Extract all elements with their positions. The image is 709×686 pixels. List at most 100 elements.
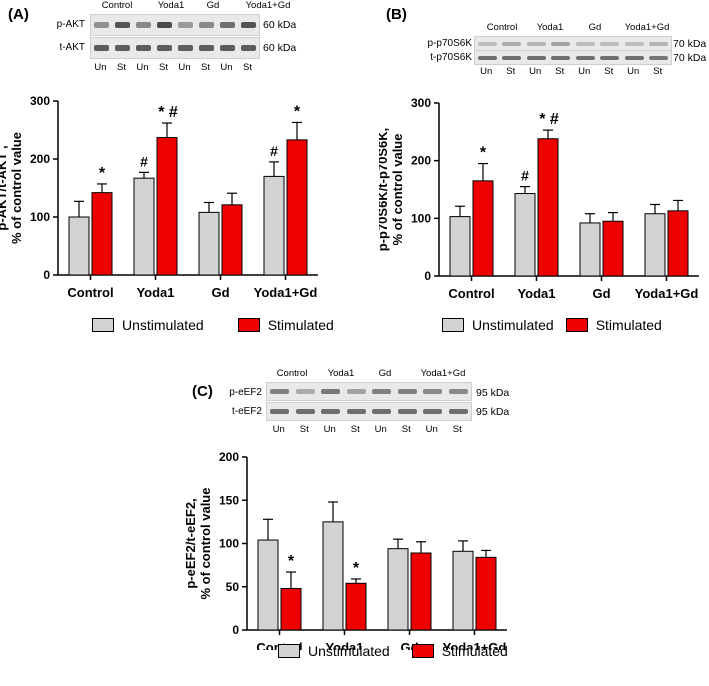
blot-band <box>551 41 571 46</box>
treatment-label: St <box>452 424 462 435</box>
significance-marker: * <box>480 145 487 162</box>
y-axis-label: % of control value <box>390 134 405 246</box>
blot-row-label: t-p70S6K <box>430 52 472 63</box>
blot-band <box>649 55 669 60</box>
y-axis-label: % of control value <box>198 488 213 600</box>
y-tick-label: 300 <box>30 94 50 108</box>
significance-marker: * # <box>539 111 559 128</box>
blot-band <box>526 41 546 46</box>
blot-band <box>219 45 236 51</box>
y-tick-label: 200 <box>219 450 239 464</box>
lane-title: Gd <box>378 368 392 379</box>
y-tick-label: 0 <box>232 623 239 637</box>
blot-strip <box>474 50 672 65</box>
blot-band <box>156 45 173 51</box>
lane-title: Yoda1 <box>327 368 355 379</box>
treatment-label: St <box>299 424 309 435</box>
bar-stimulated <box>472 180 494 277</box>
legend-swatch-stimulated <box>565 318 588 332</box>
x-tick-label: Yoda1 <box>136 285 174 300</box>
panel-label-b: (B) <box>386 6 407 23</box>
significance-marker: * <box>99 165 106 182</box>
bar-unstimulated <box>514 193 536 277</box>
x-tick-label: Control <box>67 285 113 300</box>
treatment-label: Un <box>220 62 233 73</box>
blot-band <box>240 22 257 28</box>
x-tick-label: Yoda1+Gd <box>443 640 507 650</box>
blot-band <box>575 41 595 46</box>
blot-band <box>198 45 215 51</box>
y-tick-label: 150 <box>219 493 239 507</box>
lane-title: Yoda1+Gd <box>420 368 466 379</box>
significance-marker: * # <box>158 104 178 121</box>
blot-row-label: p-eEF2 <box>229 387 262 398</box>
blot-band <box>219 22 236 28</box>
treatment-label: St <box>401 424 411 435</box>
significance-marker: # <box>521 168 529 184</box>
blot-band <box>93 22 110 28</box>
blot-kda: 95 kDa <box>476 387 510 399</box>
y-tick-label: 0 <box>43 268 50 282</box>
x-tick-label: Yoda1 <box>325 640 363 650</box>
chart-b: 0 100 200 300 p-p70S6K/t-p70S6K,% of control… <box>379 96 699 301</box>
legend-label-unstimulated: Unstimulated <box>472 317 554 333</box>
blot-band <box>624 55 644 60</box>
legend-label-unstimulated: Unstimulated <box>122 317 204 333</box>
legend-swatch-unstimulated <box>278 644 300 658</box>
blot-row-label: t-AKT <box>59 42 85 53</box>
lane-title: Yoda1 <box>536 22 564 33</box>
blot-band <box>649 41 669 46</box>
y-axis-label: p-eEF2/t-eEF2, <box>185 498 198 588</box>
blot-band <box>295 389 315 394</box>
blot-band <box>114 45 131 51</box>
blot-band <box>372 389 392 394</box>
x-tick-label: Gd <box>592 286 610 301</box>
bar-stimulated <box>537 138 559 277</box>
treatment-label: Un <box>136 62 149 73</box>
treatment-label: St <box>555 66 565 77</box>
treatment-label: Un <box>529 66 542 77</box>
legend-a: Unstimulated Stimulated <box>92 317 334 333</box>
bar-unstimulated <box>198 211 220 276</box>
blot-band <box>135 22 152 28</box>
blot-band <box>346 389 366 394</box>
blot-band <box>397 409 417 414</box>
y-axis-label: % of control value <box>9 132 24 244</box>
blot-row-label: t-eEF2 <box>231 406 262 417</box>
bar-stimulated <box>156 137 178 276</box>
y-tick-label: 200 <box>30 152 50 166</box>
significance-marker: # <box>270 143 278 159</box>
y-tick-label: 100 <box>219 537 239 551</box>
bar-stimulated <box>221 204 243 276</box>
blot-band <box>502 41 522 46</box>
legend-swatch-unstimulated <box>442 318 464 332</box>
x-tick-label: Yoda1 <box>517 286 555 301</box>
blot-band <box>423 409 443 414</box>
x-tick-label: Gd <box>211 285 229 300</box>
bar-unstimulated <box>322 521 344 631</box>
significance-marker: * <box>353 560 360 577</box>
x-tick-label: Yoda1+Gd <box>635 286 699 301</box>
y-axis-label: p-p70S6K/t-p70S6K, <box>379 128 390 252</box>
bar-stimulated <box>602 220 624 277</box>
lane-title: Control <box>276 368 308 379</box>
bar-unstimulated <box>133 177 155 276</box>
treatment-label: St <box>201 62 210 73</box>
legend-label-unstimulated: Unstimulated <box>308 643 390 659</box>
blot-band <box>270 389 290 394</box>
bar-stimulated <box>91 192 113 276</box>
y-tick-label: 50 <box>226 580 240 594</box>
treatment-label: Un <box>627 66 640 77</box>
bar-unstimulated <box>263 175 285 276</box>
blot-band <box>624 41 644 46</box>
y-tick-label: 300 <box>411 96 431 110</box>
blot-kda: 95 kDa <box>476 406 510 418</box>
blot-kda: 70 kDa <box>673 52 707 64</box>
lane-title: Gd <box>588 22 602 33</box>
blot-band <box>423 389 443 394</box>
chart-c: 0 50 100 150 200 p-eEF2/t-eEF2,% of control v… <box>185 450 507 650</box>
bar-stimulated <box>667 210 689 277</box>
chart-a: 0 100 200 300 p-AKT/t-AKT ,% of control valu… <box>0 94 318 300</box>
blot-band <box>135 45 152 51</box>
blot-band <box>295 409 315 414</box>
